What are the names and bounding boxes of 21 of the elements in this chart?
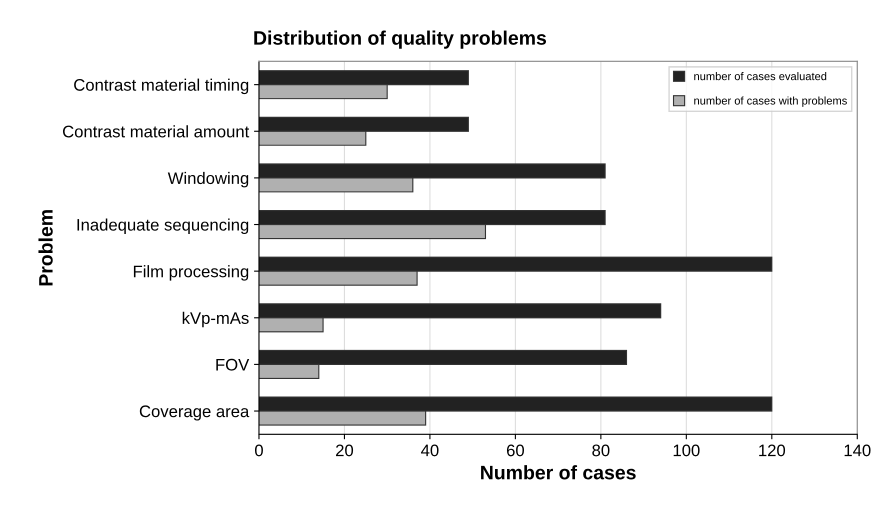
legend-label: number of cases with problems [694,96,847,107]
y-tick-label: Inadequate sequencing [78,218,248,234]
y-tick-label: FOV [216,358,250,371]
x-tick-label: 20 [336,444,354,456]
y-axis-title: Problem [38,210,53,286]
x-tick-label: 0 [254,444,263,456]
x-tick-label: 60 [506,444,524,456]
y-tick-label: Windowing [168,172,248,188]
y-tick-label: Contrast material amount [62,125,250,138]
legend-label: number of cases evaluated [694,72,826,80]
y-tick-label: kVp-mAs [182,312,249,328]
x-tick-label: 140 [844,444,871,456]
y-tick-label: Coverage area [140,405,250,421]
x-tick-label: 100 [674,444,700,456]
y-tick-label: Film processing [134,265,248,281]
x-tick-label: 40 [421,444,439,456]
chart-title: Distribution of quality problems [254,30,546,49]
y-tick-label: Contrast material timing [74,78,248,94]
x-tick-label: 120 [759,444,786,456]
x-axis-title: Number of cases [481,465,636,480]
x-tick-label: 80 [592,444,610,456]
